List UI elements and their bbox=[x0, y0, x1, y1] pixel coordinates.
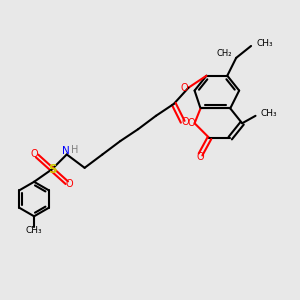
Text: O: O bbox=[187, 118, 195, 128]
Text: CH₃: CH₃ bbox=[26, 226, 42, 235]
Text: O: O bbox=[66, 179, 74, 189]
Text: O: O bbox=[30, 149, 38, 160]
Text: O: O bbox=[197, 152, 204, 162]
Text: O: O bbox=[180, 82, 188, 93]
Text: CH₃: CH₃ bbox=[257, 38, 274, 47]
Text: CH₂: CH₂ bbox=[216, 49, 232, 58]
Text: CH₃: CH₃ bbox=[261, 109, 277, 118]
Text: N: N bbox=[62, 146, 70, 157]
Text: S: S bbox=[48, 163, 56, 176]
Text: H: H bbox=[71, 145, 79, 155]
Text: O: O bbox=[182, 117, 190, 127]
